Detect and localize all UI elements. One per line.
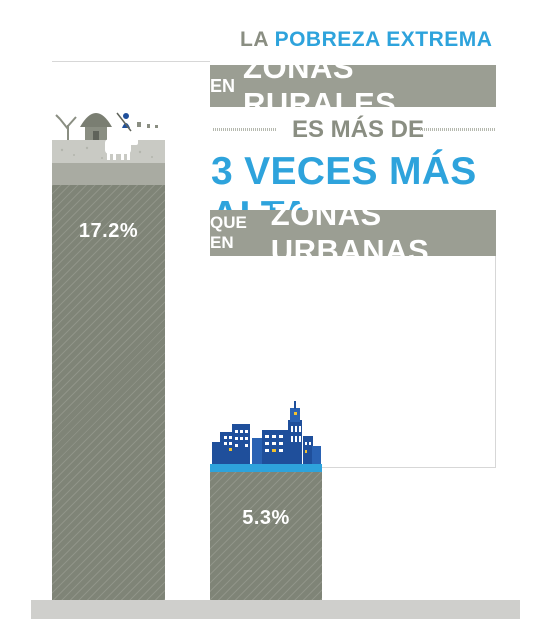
bar-label-urban: 5.3% — [242, 507, 290, 530]
divider-right — [420, 128, 496, 131]
divider-left — [213, 128, 276, 131]
headline-box-urban: QUE EN ZONAS URBANAS — [210, 197, 496, 268]
headline-line-1: LA POBREZA EXTREMA — [240, 28, 492, 52]
headline-line-1-prefix: LA — [240, 28, 275, 51]
bar-urban — [210, 472, 322, 600]
bar-label-rural: 17.2% — [78, 220, 139, 242]
ground-strip — [31, 600, 520, 619]
headline-line-1-accent: POBREZA EXTREMA — [274, 28, 493, 51]
headline-line-2-prefix: EN — [210, 75, 236, 96]
frame-line-bottom — [320, 467, 496, 468]
headline-line-3: ES MÁS DE — [292, 116, 425, 143]
headline-line-5-main: ZONAS URBANAS — [270, 197, 430, 268]
frame-line-top — [52, 61, 210, 62]
rural-scene-icon — [52, 112, 165, 185]
bar-rural — [52, 185, 165, 600]
headline-box-rural: EN ZONAS RURALES — [210, 50, 496, 121]
city-skyline-icon — [210, 401, 322, 472]
headline-line-5-prefix: QUE EN — [210, 213, 247, 252]
frame-line-right — [495, 256, 496, 468]
headline-line-2-main: ZONAS RURALES — [243, 50, 397, 121]
